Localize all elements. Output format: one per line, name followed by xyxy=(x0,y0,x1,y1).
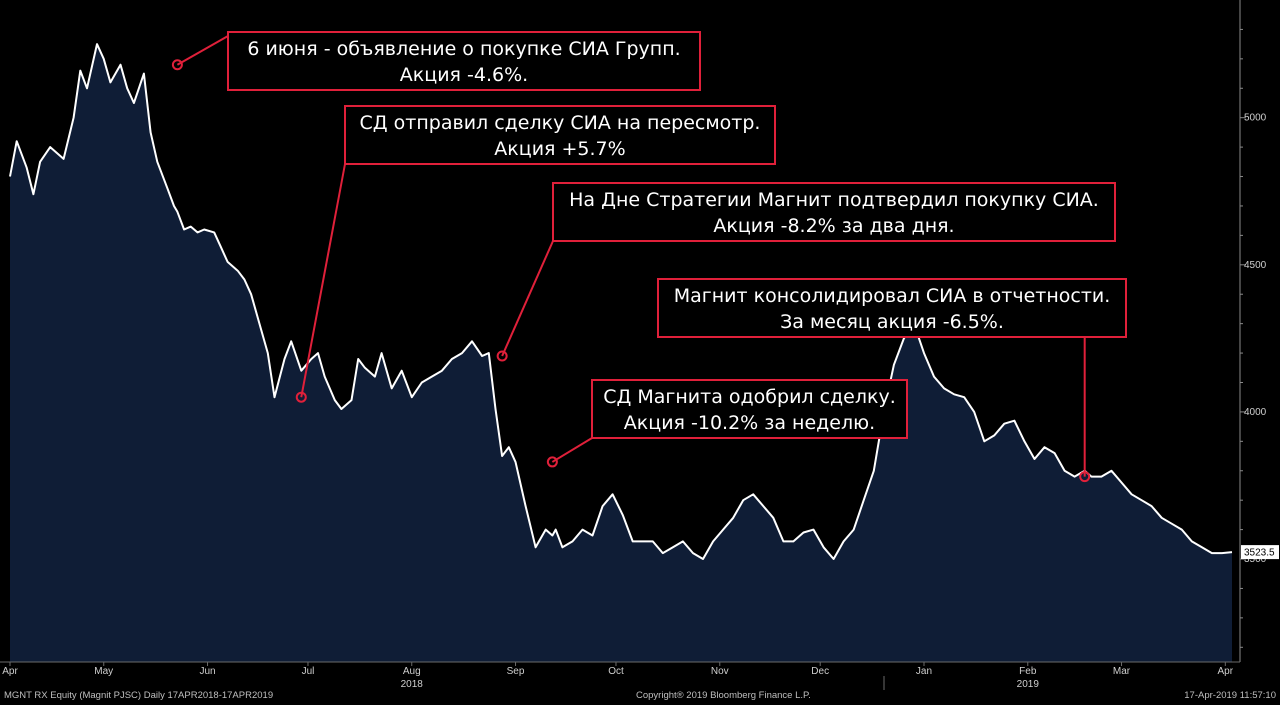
y-tick-label: 4000 xyxy=(1244,407,1267,418)
x-tick-label: Dec xyxy=(811,666,829,677)
annotation-marker xyxy=(496,350,508,362)
annotation-5: Магнит консолидировал СИА в отчетности. З… xyxy=(657,278,1127,483)
x-tick-label: Jan xyxy=(916,666,932,677)
annotation-box xyxy=(552,182,1116,242)
x-year-label: 2018 xyxy=(401,679,424,690)
footer-timestamp: 17-Apr-2019 11:57:10 xyxy=(1184,690,1276,701)
x-tick-label: Oct xyxy=(608,666,624,677)
annotation-text: Акция +5.7% xyxy=(494,138,625,160)
annotation-box xyxy=(344,105,776,165)
area-fill xyxy=(10,44,1232,663)
x-year-label: 2019 xyxy=(1017,679,1040,690)
y-tick-label: 4500 xyxy=(1244,260,1267,271)
y-tick-label: 5000 xyxy=(1244,113,1267,124)
footer-copyright: Copyright® 2019 Bloomberg Finance L.P. xyxy=(636,690,811,701)
x-axis: Apr May Jun Jul Aug Sep Oct Nov Dec Jan Feb Mar Apr 2… xyxy=(2,662,1234,690)
annotation-text: СД отправил сделку СИА на пересмотр. xyxy=(360,112,761,134)
annotation-connector xyxy=(501,240,554,357)
annotation-connector xyxy=(300,163,346,398)
annotation-marker xyxy=(1079,471,1091,483)
x-tick-label: Nov xyxy=(711,666,729,677)
annotation-2: СД отправил сделку СИА на пересмотр. Акци… xyxy=(295,105,776,403)
annotation-text: Акция -8.2% за два дня. xyxy=(713,215,954,237)
x-tick-label: Apr xyxy=(1218,666,1234,677)
x-tick-label: Mar xyxy=(1113,666,1131,677)
annotation-marker xyxy=(171,59,183,71)
x-tick-label: Apr xyxy=(2,666,18,677)
annotation-text: За месяц акция -6.5%. xyxy=(780,311,1004,333)
annotation-box xyxy=(657,278,1127,338)
annotation-text: Магнит консолидировал СИА в отчетности. xyxy=(674,285,1111,307)
x-tick-label: May xyxy=(94,666,113,677)
annotation-text: Акция -4.6%. xyxy=(400,64,528,86)
last-price-label: 3523.5 xyxy=(1244,548,1275,559)
annotation-text: Акция -10.2% за неделю. xyxy=(624,412,875,434)
price-line xyxy=(9,43,1233,560)
annotations: 6 июня - объявление о покупке СИА Групп.… xyxy=(171,31,1127,483)
annotation-3: На Дне Стратегии Магнит подтвердил покуп… xyxy=(496,182,1116,362)
footer-ticker: MGNT RX Equity (Magnit PJSC) Daily 17APR… xyxy=(4,690,274,701)
x-tick-label: Jun xyxy=(199,666,215,677)
annotation-marker xyxy=(295,391,307,403)
annotation-box xyxy=(227,31,701,91)
annotation-connector xyxy=(176,35,229,66)
annotation-connector xyxy=(551,437,593,463)
last-price-box xyxy=(1241,545,1279,560)
x-tick-label: Feb xyxy=(1019,666,1037,677)
annotation-text: СД Магнита одобрил сделку. xyxy=(603,386,896,408)
annotation-marker xyxy=(546,456,558,468)
x-tick-label: Jul xyxy=(302,666,315,677)
x-tick-label: Aug xyxy=(403,666,421,677)
annotation-text: На Дне Стратегии Магнит подтвердил покуп… xyxy=(569,189,1099,211)
x-tick-label: Sep xyxy=(507,666,525,677)
annotation-4: СД Магнита одобрил сделку. Акция -10.2% з… xyxy=(546,379,908,468)
annotation-box xyxy=(591,379,908,439)
area-series xyxy=(9,43,1233,663)
y-tick-label: 3500 xyxy=(1244,554,1267,565)
annotation-1: 6 июня - объявление о покупке СИА Групп.… xyxy=(171,31,701,91)
annotation-text: 6 июня - объявление о покупке СИА Групп. xyxy=(247,38,680,60)
